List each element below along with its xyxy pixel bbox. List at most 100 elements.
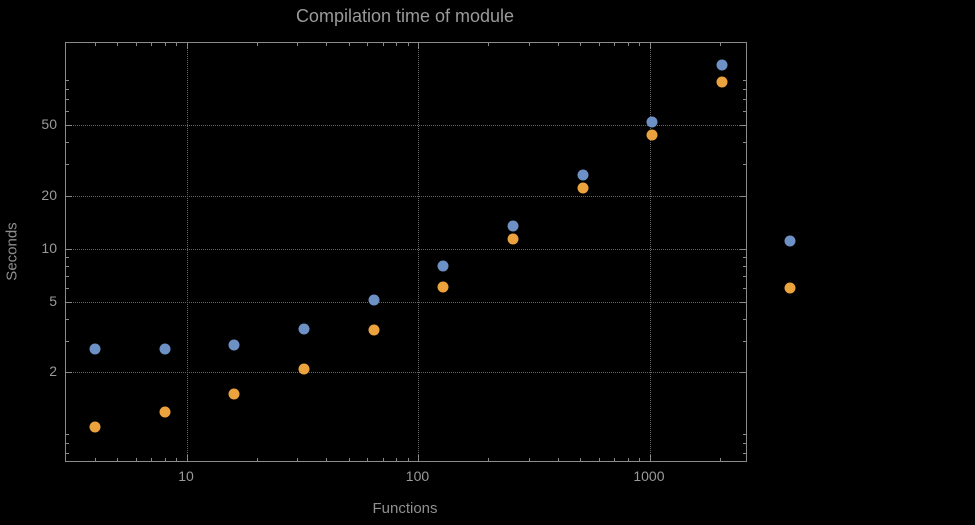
gridline-x (187, 43, 189, 461)
minor-tick-x (719, 43, 721, 46)
data-point-series-blue (716, 59, 728, 71)
minor-tick-y (743, 256, 746, 258)
minor-tick-y (743, 80, 746, 82)
minor-tick-y (66, 301, 69, 303)
major-tick-y (66, 248, 72, 250)
x-tick-label: 100 (405, 468, 430, 484)
minor-tick-y (743, 265, 746, 267)
y-tick-label: 2 (49, 363, 57, 380)
major-tick-y (66, 125, 72, 127)
minor-tick-y (743, 442, 746, 444)
data-point-series-blue (159, 343, 171, 355)
minor-tick-y (66, 433, 69, 435)
minor-tick-x (151, 43, 153, 46)
data-point-series-orange (159, 406, 171, 418)
data-point-series-orange (716, 76, 728, 88)
minor-tick-y (66, 89, 69, 91)
minor-tick-x (382, 43, 384, 46)
major-tick-x (418, 43, 420, 49)
minor-tick-x (164, 458, 166, 461)
minor-tick-x (396, 458, 398, 461)
data-point-series-orange (577, 182, 589, 194)
data-point-series-orange (298, 363, 310, 375)
minor-tick-x (488, 458, 490, 461)
gridline-y (66, 125, 746, 127)
data-point-series-blue (89, 343, 101, 355)
minor-tick-y (66, 442, 69, 444)
minor-tick-x (94, 458, 96, 461)
x-tick-label: 1000 (633, 468, 665, 484)
minor-tick-x (256, 43, 258, 46)
minor-tick-y (66, 265, 69, 267)
gridline-y (66, 195, 746, 197)
minor-tick-x (297, 43, 299, 46)
minor-tick-x (598, 458, 600, 461)
minor-tick-y (66, 319, 69, 321)
major-tick-y (740, 248, 746, 250)
minor-tick-x (348, 43, 350, 46)
major-tick-y (66, 301, 72, 303)
minor-tick-y (66, 341, 69, 343)
legend-marker-series-blue (784, 235, 796, 247)
minor-tick-x (396, 43, 398, 46)
data-point-series-blue (646, 116, 658, 128)
minor-tick-x (117, 458, 119, 461)
y-tick-label: 10 (41, 239, 57, 256)
minor-tick-y (743, 341, 746, 343)
major-tick-x (187, 43, 189, 49)
major-tick-x (418, 455, 420, 461)
minor-tick-y (743, 433, 746, 435)
minor-tick-x (627, 458, 629, 461)
minor-tick-y (743, 301, 746, 303)
minor-tick-x (348, 458, 350, 461)
gridline-x (649, 43, 651, 461)
data-point-series-orange (89, 421, 101, 433)
minor-tick-y (743, 372, 746, 374)
data-point-series-blue (437, 260, 449, 272)
minor-tick-x (367, 43, 369, 46)
gridline-x (418, 43, 420, 461)
minor-tick-x (297, 458, 299, 461)
data-point-series-blue (298, 323, 310, 335)
minor-tick-x (639, 43, 641, 46)
minor-tick-x (151, 458, 153, 461)
data-point-series-blue (577, 169, 589, 181)
minor-tick-x (614, 43, 616, 46)
major-tick-x (649, 455, 651, 461)
minor-tick-x (557, 458, 559, 461)
x-tick-label: 10 (178, 468, 194, 484)
minor-tick-x (94, 43, 96, 46)
legend-marker-series-orange (784, 282, 796, 294)
gridline-y (66, 372, 746, 374)
minor-tick-x (528, 43, 530, 46)
minor-tick-y (66, 111, 69, 113)
minor-tick-x (326, 43, 328, 46)
minor-tick-y (743, 89, 746, 91)
data-point-series-blue (368, 294, 380, 306)
minor-tick-x (580, 458, 582, 461)
minor-tick-x (176, 458, 178, 461)
minor-tick-y (743, 276, 746, 278)
minor-tick-y (743, 452, 746, 454)
y-tick-label: 50 (41, 116, 57, 133)
data-point-series-orange (507, 233, 519, 245)
major-tick-x (187, 455, 189, 461)
minor-tick-x (382, 458, 384, 461)
minor-tick-x (580, 43, 582, 46)
minor-tick-x (639, 458, 641, 461)
minor-tick-x (719, 458, 721, 461)
minor-tick-y (66, 164, 69, 166)
minor-tick-y (66, 452, 69, 454)
data-point-series-blue (228, 339, 240, 351)
minor-tick-y (66, 99, 69, 101)
data-point-series-blue (507, 220, 519, 232)
gridline-y (66, 301, 746, 303)
minor-tick-y (66, 125, 69, 127)
minor-tick-y (66, 288, 69, 289)
data-point-series-orange (646, 129, 658, 141)
minor-tick-x (407, 43, 409, 46)
minor-tick-x (135, 43, 137, 46)
minor-tick-x (176, 43, 178, 46)
minor-tick-y (743, 111, 746, 113)
